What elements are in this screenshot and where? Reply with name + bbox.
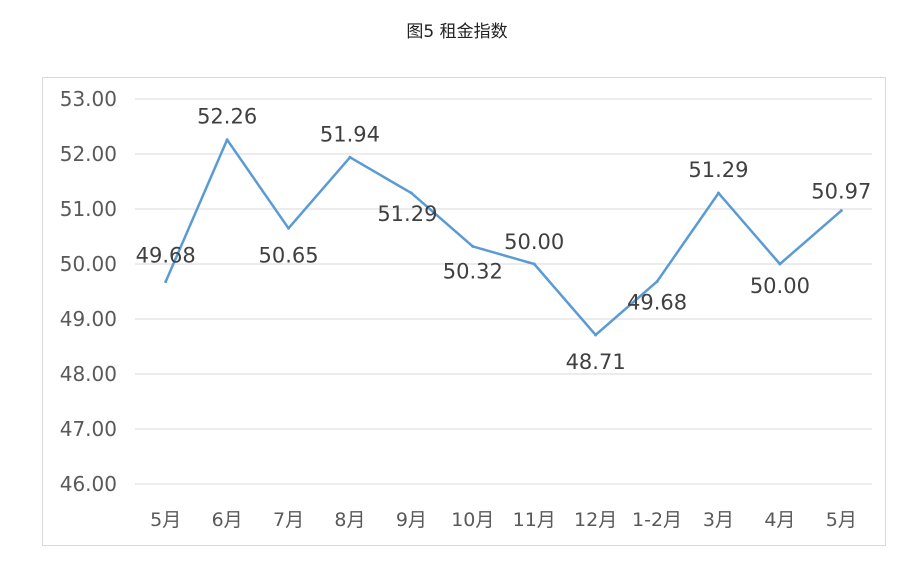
x-tick-label: 8月 <box>334 509 365 531</box>
data-point <box>839 209 843 213</box>
data-point <box>164 280 168 284</box>
chart-title: 图5 租金指数 <box>406 22 508 42</box>
x-tick-label: 10月 <box>451 509 494 531</box>
x-tick-label: 5月 <box>826 509 857 531</box>
data-point <box>471 244 475 248</box>
data-point <box>655 280 659 284</box>
x-tick-label: 6月 <box>212 509 243 531</box>
y-tick-label: 51.00 <box>60 197 117 221</box>
x-tick-label: 5月 <box>150 509 181 531</box>
y-axis-ticks: 46.00 47.00 48.00 49.00 50.00 51.00 52.00 53.00 <box>60 87 117 496</box>
data-point <box>225 138 229 142</box>
x-tick-label: 1-2月 <box>632 509 682 531</box>
data-point <box>287 226 291 230</box>
y-tick-label: 47.00 <box>60 417 117 441</box>
data-label: 50.00 <box>504 230 564 254</box>
data-point <box>594 333 598 337</box>
data-label: 51.94 <box>320 122 380 146</box>
y-tick-label: 48.00 <box>60 362 117 386</box>
y-tick-label: 53.00 <box>60 87 117 111</box>
series-line <box>164 138 843 337</box>
data-label: 50.32 <box>443 259 503 283</box>
x-axis-ticks: 5月 6月 7月 8月 9月 10月 11月 12月 1-2月 3月 4月 5月 <box>150 509 857 531</box>
x-tick-label: 7月 <box>273 509 304 531</box>
series-line-group <box>164 138 843 337</box>
x-tick-label: 9月 <box>396 509 427 531</box>
data-label: 50.65 <box>258 243 318 267</box>
x-tick-label: 11月 <box>513 509 556 531</box>
y-tick-label: 46.00 <box>60 472 117 496</box>
gridlines <box>135 98 872 485</box>
y-tick-label: 50.00 <box>60 252 117 276</box>
data-label: 49.68 <box>136 244 196 268</box>
x-tick-label: 3月 <box>703 509 734 531</box>
data-label: 50.97 <box>811 180 871 204</box>
data-point <box>778 262 782 266</box>
chart-frame <box>42 77 886 546</box>
data-labels: 49.6852.2650.6551.9451.2950.3250.0048.71… <box>136 105 872 374</box>
data-point <box>409 191 413 195</box>
data-label: 49.68 <box>627 291 687 315</box>
data-label: 48.71 <box>566 350 626 374</box>
y-tick-label: 52.00 <box>60 142 117 166</box>
data-label: 51.29 <box>688 158 748 182</box>
data-point <box>716 191 720 195</box>
y-tick-label: 49.00 <box>60 307 117 331</box>
x-tick-label: 12月 <box>574 509 617 531</box>
data-label: 52.26 <box>197 105 257 129</box>
data-label: 50.00 <box>750 274 810 298</box>
data-point <box>532 262 536 266</box>
data-label: 51.29 <box>377 202 437 226</box>
x-tick-label: 4月 <box>764 509 795 531</box>
data-point <box>348 155 352 159</box>
